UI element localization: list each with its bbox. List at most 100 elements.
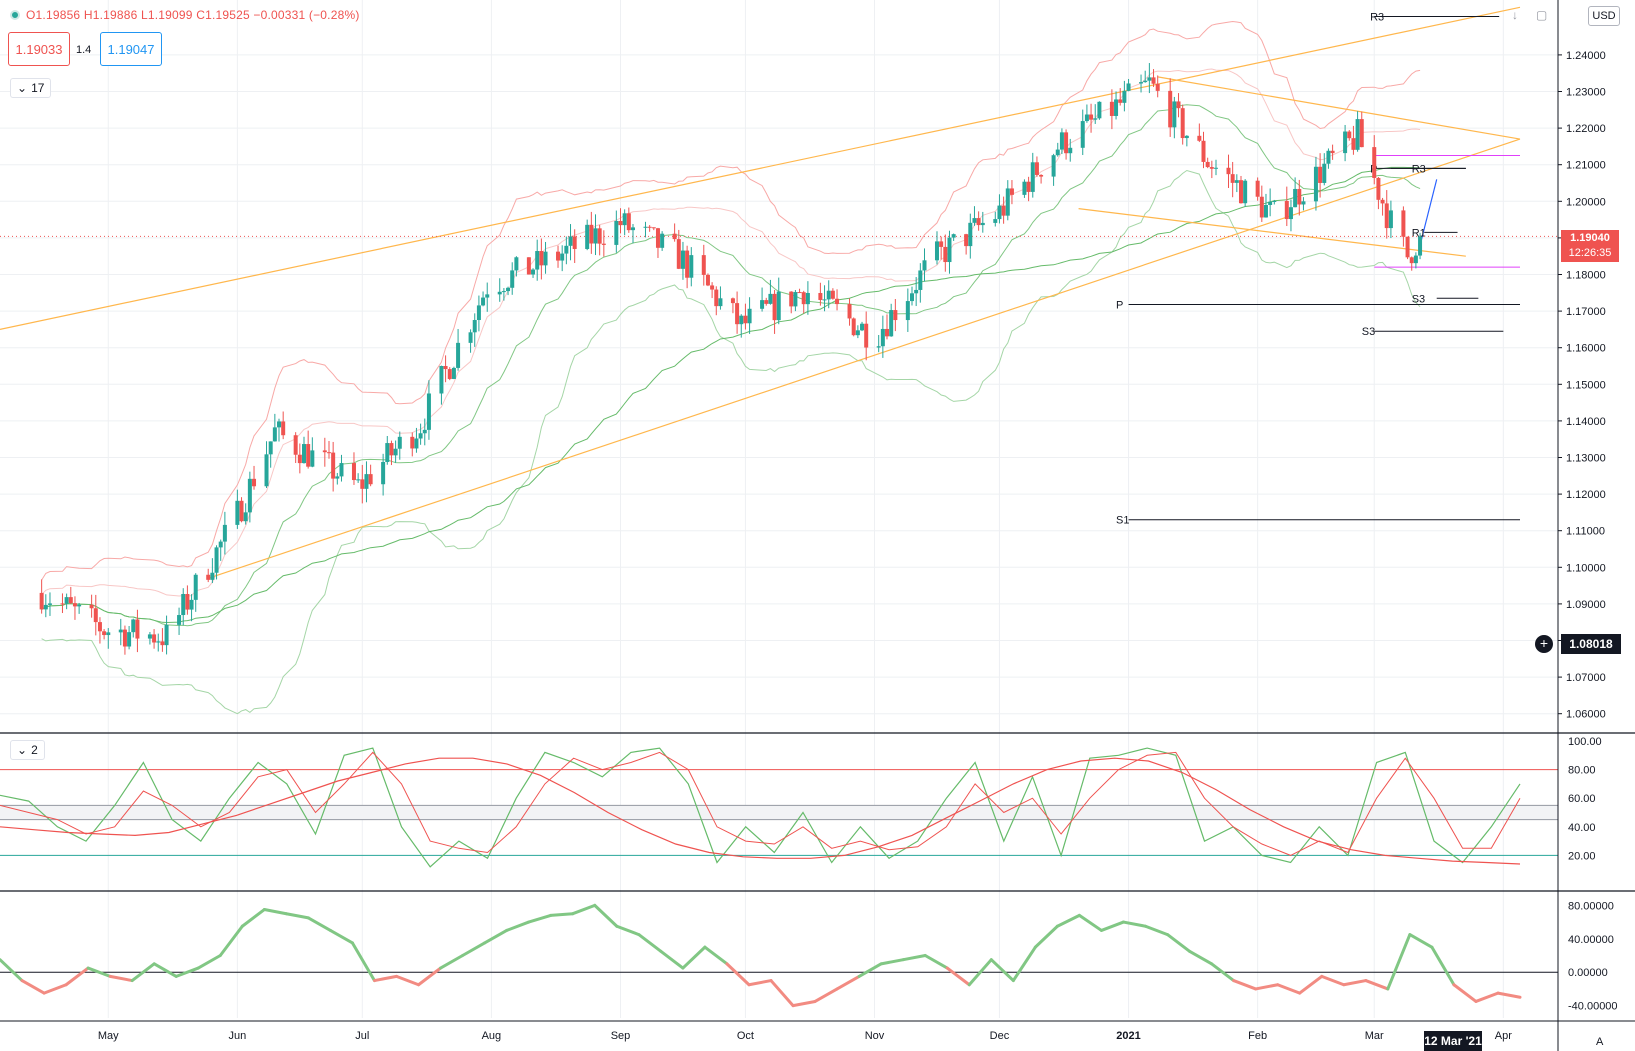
candle-body	[1376, 177, 1381, 200]
stoch-series-line	[0, 751, 1521, 856]
time-tick-label: May	[98, 1030, 119, 1042]
candle-body	[1268, 201, 1273, 205]
candle-body	[501, 291, 506, 293]
candle-body	[672, 233, 677, 240]
momentum-segment	[615, 924, 641, 937]
momentum-segment	[681, 945, 707, 970]
momentum-segment	[1077, 913, 1103, 932]
candle-body	[135, 619, 140, 639]
momentum-segment	[945, 966, 971, 987]
candle-body	[356, 479, 361, 481]
candle-body	[218, 541, 223, 548]
momentum-segment	[1298, 974, 1324, 995]
oscillator-toggle-button[interactable]: ⌄ 2	[10, 740, 45, 760]
candle-body	[934, 241, 939, 261]
candle-body	[572, 236, 577, 249]
momentum-segment	[1055, 913, 1081, 928]
candle-body	[1022, 181, 1027, 195]
candle-body	[72, 603, 77, 607]
candle-body	[102, 631, 107, 636]
arrow-down-icon[interactable]: ↓	[1512, 8, 1518, 22]
candle-body	[293, 435, 298, 455]
candle-body	[735, 303, 740, 325]
pivot-s3-right-label: S3	[1412, 293, 1425, 305]
candle-body	[760, 300, 765, 309]
candle-body	[539, 251, 544, 266]
candle-body	[655, 228, 660, 248]
pivot-s1-label: S1	[1116, 515, 1129, 527]
momentum-segment	[130, 962, 156, 983]
candle-body	[1051, 155, 1056, 177]
price-tick-label: 1.18000	[1566, 270, 1606, 282]
candle-body	[393, 448, 398, 456]
upper-inner-band	[41, 68, 1421, 597]
candle-body	[1126, 83, 1131, 91]
candle-body	[1326, 150, 1331, 164]
currency-button[interactable]: USD	[1588, 6, 1620, 26]
candle-body	[1201, 140, 1206, 162]
candle-body	[1151, 77, 1156, 84]
candle-body	[526, 257, 531, 275]
momentum-segment	[1452, 983, 1478, 1003]
candle-body	[1372, 147, 1377, 178]
candle-body	[972, 218, 977, 223]
momentum-segment	[1408, 933, 1434, 949]
candle-body	[443, 365, 448, 370]
channel-lower-line	[208, 138, 1521, 579]
momentum-segment	[64, 966, 90, 987]
candle-body	[389, 443, 394, 456]
candle-body	[680, 250, 685, 269]
candle-body	[1205, 161, 1210, 168]
indicators-toggle-button[interactable]: ⌄ 17	[10, 78, 52, 98]
candle-body	[776, 291, 781, 321]
candle-body	[701, 255, 706, 275]
buy-button[interactable]: 1.19047	[100, 32, 162, 66]
momentum-segment	[527, 913, 553, 924]
candle-body	[106, 632, 111, 636]
candlestick-series	[39, 63, 1423, 655]
price-tick-label: 1.06000	[1566, 709, 1606, 721]
candle-body	[1097, 101, 1102, 119]
candle-body	[335, 476, 340, 479]
candle-body	[943, 246, 948, 263]
pivot-r3-lower-label: R3	[1412, 163, 1426, 175]
candle-body	[585, 224, 590, 249]
candle-body	[68, 597, 73, 604]
momentum-segment	[1254, 983, 1280, 991]
cci-tick-label: -40.00000	[1568, 1001, 1618, 1013]
candle-body	[543, 251, 548, 266]
auto-scale-button[interactable]: A	[1596, 1036, 1604, 1048]
chart-grid	[0, 0, 1558, 1018]
candle-body	[426, 393, 431, 430]
momentum-segment	[1144, 924, 1170, 937]
candle-body	[272, 427, 277, 442]
momentum-segment	[1386, 933, 1412, 991]
crosshair-date-label: 12 Mar '21	[1424, 1031, 1482, 1051]
candle-body	[618, 220, 623, 226]
maximize-icon[interactable]: ▢	[1536, 8, 1548, 22]
sell-button[interactable]: 1.19033	[8, 32, 70, 66]
candle-body	[789, 291, 794, 307]
candle-body	[1172, 101, 1177, 128]
candle-body	[739, 315, 744, 325]
momentum-segment	[1276, 983, 1302, 995]
candle-body	[164, 624, 169, 646]
candle-body	[1343, 131, 1348, 154]
candle-body	[1155, 83, 1160, 91]
price-tick-label: 1.10000	[1566, 562, 1606, 574]
candle-body	[660, 233, 665, 248]
candle-body	[1272, 200, 1277, 202]
candle-body	[360, 479, 365, 489]
candle-body	[514, 257, 519, 271]
candle-body	[277, 421, 282, 428]
momentum-segment	[395, 974, 421, 987]
pivot-s3-mid-label: S3	[1362, 326, 1375, 338]
candle-body	[643, 226, 648, 228]
candle-body	[1080, 121, 1085, 148]
candle-body	[1055, 149, 1060, 156]
candle-body	[830, 290, 835, 299]
momentum-segment	[372, 974, 399, 983]
plus-icon[interactable]: +	[1535, 635, 1553, 653]
momentum-segment	[593, 903, 619, 928]
